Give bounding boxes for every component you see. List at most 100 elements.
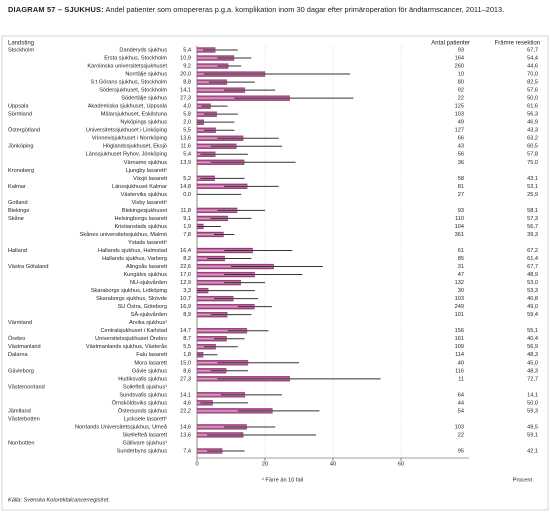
table-cell: 31 [458,264,464,270]
table-cell: 114 [455,352,464,358]
table-cell: 43 [458,144,464,150]
table-cell: 58 [458,176,464,182]
table-cell: 53,1 [527,184,538,190]
value-label: 22,6 [180,264,191,270]
value-label: 10,9 [180,56,191,62]
x-axis-label: Procent [513,477,533,483]
value-label: 11,6 [181,144,191,150]
value-label: 12,9 [180,280,191,286]
region-label: Gotland [8,200,28,206]
table-cell: 101 [455,312,464,318]
y-tick-label: Mora lasarett [134,360,167,366]
value-label: 11,8 [181,208,191,214]
y-tick-label: Helsingborgs lasarett [114,216,167,222]
table-cell: 54 [458,408,464,414]
table-cell: 103 [455,112,464,118]
table-cell: 95 [458,448,464,454]
table-cell: 22 [458,96,464,102]
y-tick-label: Länssjukhuset Ryhov, Jönköping [86,152,167,158]
col-header: Landsting [8,41,34,47]
table-cell: 48,3 [527,352,538,358]
x-tick-label: 40 [330,461,336,467]
y-tick-label: Alingsås lasarett [126,263,167,270]
table-cell: 156 [455,328,464,334]
table-cell: 53,0 [527,280,538,286]
value-label: 27,3 [180,96,191,102]
value-label: 22,2 [180,408,191,414]
y-tick-label: Skånes universitetssjukhus, Malmö [80,231,167,238]
table-cell: 67,7 [527,264,538,270]
region-label: Blekinge [8,208,29,214]
table-cell: 53,3 [527,288,538,294]
y-tick-label: Höglandssjukhuset, Eksjö [103,144,167,150]
value-label: 27,3 [180,376,191,382]
region-label: Värmland [8,320,32,326]
region-label: Kronoberg [8,168,34,174]
y-tick-label: Kungälvs sjukhus [123,272,167,278]
table-cell: 110 [455,216,464,222]
region-label: Uppsala [8,104,29,110]
y-tick-label: Hudiksvalls sjukhus [118,376,167,382]
value-label: 13,9 [180,160,191,166]
table-cell: 116 [455,368,464,374]
y-tick-label: Södertälje sjukhus [121,96,167,102]
y-tick-label: Värnamo sjukhus [124,160,167,166]
value-label: 8,8 [183,80,191,86]
y-tick-label: Hallands sjukhus, Varberg [102,256,167,262]
table-cell: 50,0 [527,400,538,406]
y-tick-label: NU-sjukvården [130,279,167,286]
table-cell: 82,5 [527,80,538,86]
y-tick-label: Ljungby lasarett¹ [126,168,167,174]
table-cell: 67,2 [527,248,538,254]
value-label: 8,7 [183,336,191,342]
region-label: Västmanland [8,344,41,350]
table-cell: 93 [458,47,464,53]
value-label: 4,6 [183,400,191,406]
table-cell: 44 [458,400,464,406]
table-cell: 132 [455,280,464,286]
table-cell: 66 [458,136,464,142]
y-tick-label: Skellefteå lasarett [123,431,168,438]
y-tick-label: Arvika sjukhus¹ [129,320,167,326]
table-cell: 260 [455,64,464,70]
footnote: ¹ Färre än 10 fall [262,477,303,483]
y-tick-label: Visby lasarett¹ [132,200,167,206]
y-tick-label: Norrtälje sjukhus [125,72,167,78]
region-label: Norrbotten [8,440,34,446]
table-cell: 43,1 [527,176,538,182]
y-tick-label: Danderyds sjukhus [119,47,167,53]
region-label: Västerbotten [8,416,40,422]
table-cell: 103 [455,296,464,302]
y-tick-label: Vrinnevisjukhuset i Norrköping [92,136,167,142]
table-cell: 59,3 [527,408,538,414]
value-label: 20,0 [180,72,191,78]
table-cell: 56 [458,152,464,158]
table-cell: 39,3 [527,232,538,238]
table-cell: 30 [458,288,464,294]
value-label: 17,0 [180,272,191,278]
value-label: 14,6 [180,424,191,430]
table-cell: 36 [458,160,464,166]
value-label: 8,9 [183,312,191,318]
table-cell: 56,3 [527,112,538,118]
value-label: 16,9 [180,304,191,310]
y-tick-label: Östersunds sjukhus [118,407,167,414]
y-tick-label: Örnsköldsviks sjukhus [112,399,168,406]
table-cell: 61 [458,248,464,254]
value-label: 8,6 [183,368,191,374]
y-tick-label: Kristianstads sjukhus [114,224,167,230]
table-cell: 125 [455,104,464,110]
region-label: Skåne [8,215,24,222]
table-cell: 56,9 [527,344,538,350]
region-label: Gävleborg [8,368,34,374]
y-tick-label: Gävle sjukhus [132,368,167,374]
y-tick-label: SU Östra, Göteborg [118,303,167,310]
y-tick-label: Hallands sjukhus, Halmstad [98,248,167,254]
region-label: Östergötland [8,127,40,134]
col-header: Främre resektion [495,41,540,47]
table-cell: 60,5 [527,144,538,150]
table-cell: 22 [458,432,464,438]
y-tick-label: Ersta sjukhus, Stockholm [104,56,167,62]
table-cell: 27 [458,192,464,198]
